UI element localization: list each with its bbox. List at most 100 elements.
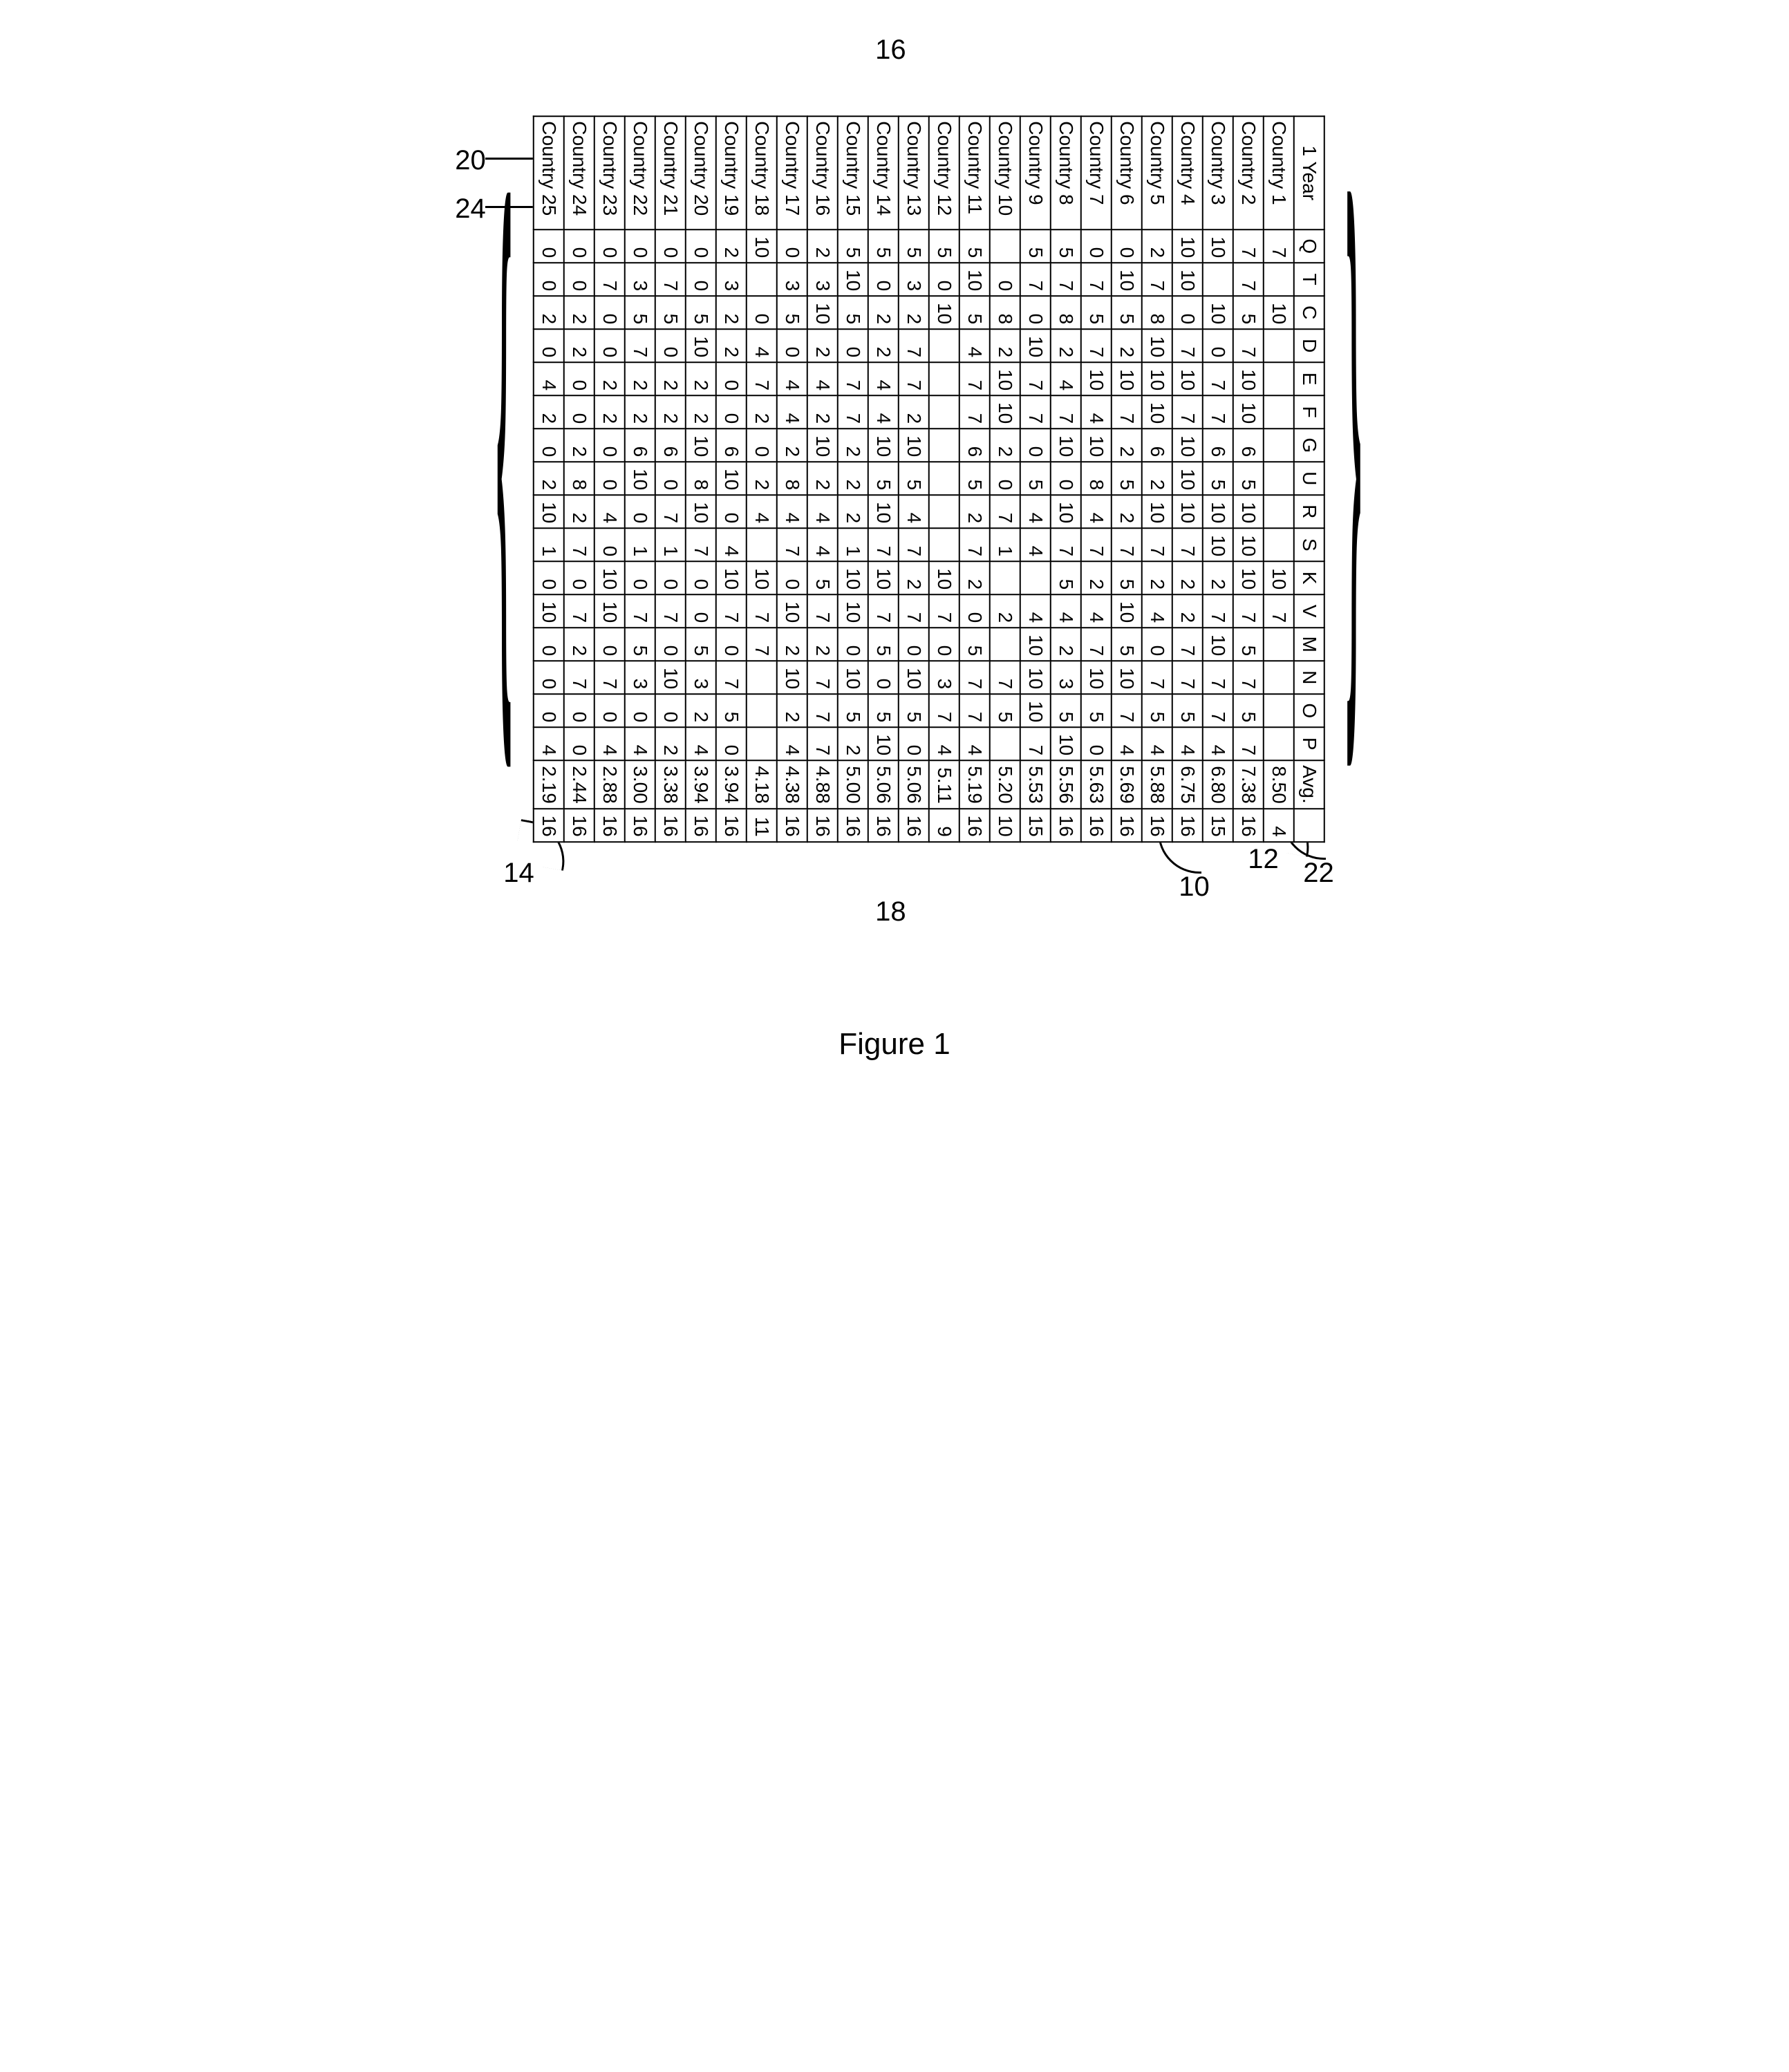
data-cell: 16 xyxy=(959,809,990,842)
data-cell: 10 xyxy=(838,594,868,628)
data-cell: 0 xyxy=(716,362,747,395)
data-cell: 7 xyxy=(747,362,777,395)
column-header: O xyxy=(1294,694,1324,727)
row-label: Country 1 xyxy=(1264,116,1294,229)
data-cell: 0 xyxy=(564,229,594,263)
data-cell: 0 xyxy=(594,462,625,495)
data-cell: 2 xyxy=(777,428,807,462)
data-cell: 16 xyxy=(1233,809,1264,842)
data-cell: 10 xyxy=(777,661,807,694)
data-cell: 7 xyxy=(959,528,990,561)
data-cell: 0 xyxy=(625,694,655,727)
data-cell: 4 xyxy=(1172,727,1203,760)
data-cell: 7 xyxy=(1203,694,1233,727)
data-cell: 2.19 xyxy=(534,760,564,809)
row-label: Country 22 xyxy=(625,116,655,229)
data-cell: 0 xyxy=(716,395,747,428)
data-cell: 0 xyxy=(686,594,716,628)
data-cell: 10 xyxy=(747,229,777,263)
data-cell: 0 xyxy=(534,329,564,362)
data-cell: 0 xyxy=(564,263,594,296)
data-cell: 10 xyxy=(777,594,807,628)
data-cell: 0 xyxy=(777,329,807,362)
data-cell: 0 xyxy=(747,296,777,329)
row-label: Country 3 xyxy=(1203,116,1233,229)
data-cell: 5 xyxy=(716,694,747,727)
data-cell: 15 xyxy=(1020,809,1051,842)
data-cell: 0 xyxy=(594,628,625,661)
row-label: Country 11 xyxy=(959,116,990,229)
column-header: K xyxy=(1294,561,1324,594)
data-cell: 0 xyxy=(716,628,747,661)
data-cell: 0 xyxy=(899,727,929,760)
data-cell: 5 xyxy=(838,229,868,263)
row-label: Country 12 xyxy=(929,116,959,229)
table-row: Country 14502244105107107505105.0616 xyxy=(868,116,899,842)
data-cell: 10 xyxy=(534,495,564,528)
data-cell: 4 xyxy=(747,329,777,362)
data-cell: 0 xyxy=(594,428,625,462)
data-cell: 10 xyxy=(534,594,564,628)
data-cell: 5 xyxy=(625,628,655,661)
data-cell: 10 xyxy=(1172,263,1203,296)
data-cell: 10 xyxy=(1233,495,1264,528)
data-cell: 4 xyxy=(777,495,807,528)
data-cell: 16 xyxy=(1112,809,1142,842)
data-cell: 10 xyxy=(1142,329,1172,362)
data-cell: 5 xyxy=(625,296,655,329)
data-cell: 2 xyxy=(807,329,838,362)
data-cell: 5 xyxy=(807,561,838,594)
data-cell: 2 xyxy=(1081,561,1112,594)
data-cell: 3.94 xyxy=(716,760,747,809)
table-row: Country 410100710710101072277546.7516 xyxy=(1172,116,1203,842)
data-cell: 7 xyxy=(899,362,929,395)
data-cell: 5 xyxy=(1051,694,1081,727)
column-header: F xyxy=(1294,395,1324,428)
data-cell: 2 xyxy=(625,362,655,395)
data-cell: 0 xyxy=(990,263,1020,296)
data-cell: 0 xyxy=(655,462,686,495)
column-header xyxy=(1294,809,1324,842)
data-cell: 4 xyxy=(777,727,807,760)
data-cell: 2 xyxy=(686,362,716,395)
row-label: Country 24 xyxy=(564,116,594,229)
data-cell: 2 xyxy=(1112,428,1142,462)
data-cell: 7 xyxy=(1142,661,1172,694)
column-header: G xyxy=(1294,428,1324,462)
data-cell: 10 xyxy=(1112,362,1142,395)
column-header: P xyxy=(1294,727,1324,760)
data-cell: 7 xyxy=(1112,528,1142,561)
data-cell: 5 xyxy=(686,628,716,661)
data-cell: 0 xyxy=(868,263,899,296)
data-cell: 6 xyxy=(625,428,655,462)
data-cell: 4 xyxy=(1051,362,1081,395)
data-cell: 10 xyxy=(838,561,868,594)
data-cell: 2 xyxy=(807,229,838,263)
data-cell: 5.00 xyxy=(838,760,868,809)
data-cell: 0 xyxy=(564,362,594,395)
data-cell: 5 xyxy=(959,462,990,495)
data-cell: 2 xyxy=(990,428,1020,462)
data-cell: 0 xyxy=(1142,628,1172,661)
data-cell: 7 xyxy=(655,495,686,528)
row-label: Country 10 xyxy=(990,116,1020,229)
data-cell: 0 xyxy=(1112,229,1142,263)
data-cell: 7 xyxy=(1081,528,1112,561)
data-cell: 5 xyxy=(1020,229,1051,263)
data-cell: 0 xyxy=(534,694,564,727)
row-label: Country 2 xyxy=(1233,116,1264,229)
table-row: Country 857824710010754235105.5616 xyxy=(1051,116,1081,842)
data-cell xyxy=(990,229,1020,263)
table-row: Country 957010770544410101075.5315 xyxy=(1020,116,1051,842)
data-cell: 10 xyxy=(716,462,747,495)
callout-text: 10 xyxy=(1179,872,1210,902)
data-cell: 5 xyxy=(1233,694,1264,727)
data-cell: 7 xyxy=(1142,528,1172,561)
data-cell: 5 xyxy=(959,296,990,329)
data-cell: 7 xyxy=(959,362,990,395)
data-cell: 4 xyxy=(594,727,625,760)
data-cell: 16 xyxy=(655,809,686,842)
data-cell: 10 xyxy=(747,561,777,594)
data-cell: 4 xyxy=(1051,594,1081,628)
data-cell: 0 xyxy=(777,229,807,263)
